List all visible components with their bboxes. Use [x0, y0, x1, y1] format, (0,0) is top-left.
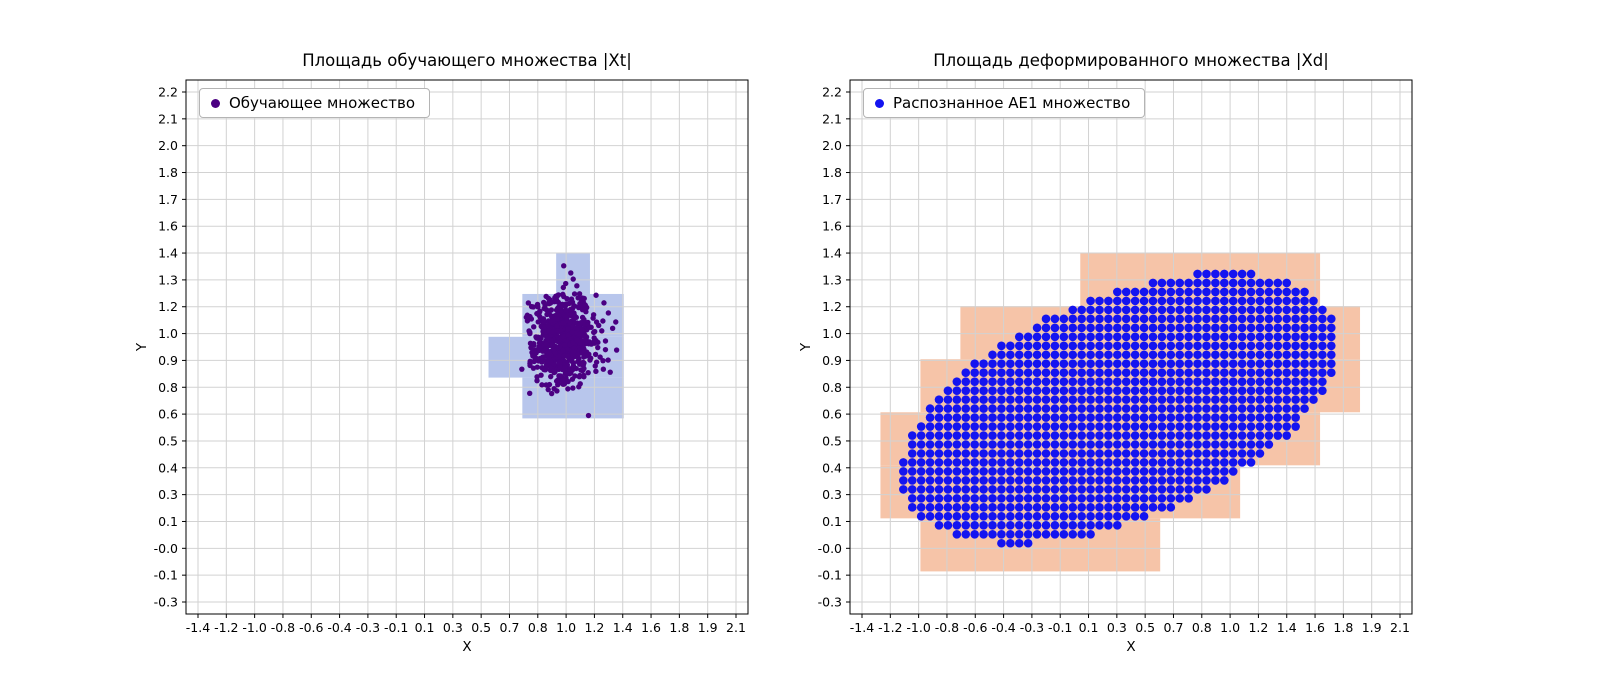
left-plot-legend: Обучающее множество [199, 88, 431, 118]
svg-text:0.5: 0.5 [471, 620, 491, 635]
left-y-axis-label: Y [134, 342, 150, 352]
svg-text:2.2: 2.2 [158, 85, 178, 100]
svg-text:0.7: 0.7 [500, 620, 520, 635]
svg-text:-1.2: -1.2 [214, 620, 238, 635]
svg-text:2.1: 2.1 [1390, 620, 1410, 635]
legend-marker-icon [875, 98, 884, 108]
svg-text:0.1: 0.1 [158, 514, 178, 529]
right-plot-title: Площадь деформированного множества |Xd| [933, 51, 1329, 70]
svg-text:0.3: 0.3 [443, 620, 463, 635]
svg-text:-1.4: -1.4 [186, 620, 210, 635]
svg-text:-0.0: -0.0 [154, 541, 178, 556]
svg-text:1.2: 1.2 [822, 299, 842, 314]
svg-text:1.0: 1.0 [556, 620, 576, 635]
svg-text:1.9: 1.9 [698, 620, 718, 635]
svg-text:0.9: 0.9 [822, 353, 842, 368]
svg-text:0.3: 0.3 [158, 487, 178, 502]
left-plot-title: Площадь обучающего множества |Xt| [302, 51, 632, 70]
svg-text:0.7: 0.7 [1164, 620, 1184, 635]
svg-text:-0.3: -0.3 [356, 620, 380, 635]
svg-text:0.8: 0.8 [158, 380, 178, 395]
svg-text:-0.3: -0.3 [154, 595, 178, 610]
svg-text:-0.3: -0.3 [818, 595, 842, 610]
svg-text:0.4: 0.4 [822, 460, 842, 475]
svg-text:1.4: 1.4 [613, 620, 633, 635]
svg-text:1.8: 1.8 [822, 165, 842, 180]
svg-text:1.8: 1.8 [1333, 620, 1353, 635]
svg-text:-1.0: -1.0 [242, 620, 266, 635]
svg-text:0.6: 0.6 [158, 407, 178, 422]
legend-marker-icon [211, 98, 220, 108]
svg-text:2.0: 2.0 [822, 138, 842, 153]
svg-text:1.6: 1.6 [641, 620, 661, 635]
svg-text:1.4: 1.4 [1277, 620, 1297, 635]
svg-text:-1.0: -1.0 [906, 620, 930, 635]
svg-text:1.7: 1.7 [158, 192, 178, 207]
svg-text:2.1: 2.1 [158, 111, 178, 126]
svg-text:1.4: 1.4 [822, 246, 842, 261]
svg-text:1.9: 1.9 [1362, 620, 1382, 635]
svg-text:0.5: 0.5 [822, 433, 842, 448]
svg-text:-0.8: -0.8 [935, 620, 959, 635]
svg-text:1.0: 1.0 [1220, 620, 1240, 635]
svg-text:0.1: 0.1 [822, 514, 842, 529]
svg-text:2.1: 2.1 [822, 111, 842, 126]
svg-text:-0.4: -0.4 [991, 620, 1015, 635]
left-x-axis-label: X [462, 639, 472, 655]
svg-text:0.1: 0.1 [415, 620, 435, 635]
svg-text:-0.8: -0.8 [271, 620, 295, 635]
svg-text:2.0: 2.0 [158, 138, 178, 153]
right-y-axis-label: Y [798, 342, 814, 352]
svg-text:-0.1: -0.1 [384, 620, 408, 635]
svg-text:1.2: 1.2 [158, 299, 178, 314]
right-plot-legend: Распознанное AE1 множество [863, 88, 1146, 118]
svg-text:0.1: 0.1 [1079, 620, 1099, 635]
svg-text:1.8: 1.8 [669, 620, 689, 635]
legend-label: Распознанное AE1 множество [893, 94, 1131, 112]
svg-text:-0.1: -0.1 [1048, 620, 1072, 635]
svg-text:0.3: 0.3 [1107, 620, 1127, 635]
svg-text:1.0: 1.0 [822, 326, 842, 341]
svg-text:1.4: 1.4 [158, 246, 178, 261]
svg-text:-0.6: -0.6 [963, 620, 987, 635]
svg-text:1.2: 1.2 [584, 620, 604, 635]
svg-text:0.4: 0.4 [158, 460, 178, 475]
svg-text:0.9: 0.9 [158, 353, 178, 368]
svg-text:2.1: 2.1 [726, 620, 746, 635]
svg-text:1.3: 1.3 [158, 272, 178, 287]
svg-text:1.6: 1.6 [1305, 620, 1325, 635]
svg-text:1.6: 1.6 [158, 219, 178, 234]
svg-text:-0.4: -0.4 [327, 620, 351, 635]
right-x-axis-label: X [1126, 639, 1136, 655]
svg-text:2.2: 2.2 [822, 85, 842, 100]
svg-text:0.3: 0.3 [822, 487, 842, 502]
svg-text:0.8: 0.8 [822, 380, 842, 395]
svg-text:-0.0: -0.0 [818, 541, 842, 556]
svg-text:1.3: 1.3 [822, 272, 842, 287]
svg-text:0.6: 0.6 [822, 407, 842, 422]
svg-text:-0.3: -0.3 [1020, 620, 1044, 635]
legend-label: Обучающее множество [229, 94, 416, 112]
svg-text:-1.2: -1.2 [878, 620, 902, 635]
svg-text:-0.1: -0.1 [818, 568, 842, 583]
svg-text:-1.4: -1.4 [850, 620, 874, 635]
svg-text:1.6: 1.6 [822, 219, 842, 234]
svg-text:1.8: 1.8 [158, 165, 178, 180]
svg-text:0.5: 0.5 [1135, 620, 1155, 635]
svg-text:0.5: 0.5 [158, 433, 178, 448]
svg-text:0.8: 0.8 [528, 620, 548, 635]
svg-text:-0.6: -0.6 [299, 620, 323, 635]
svg-text:1.7: 1.7 [822, 192, 842, 207]
svg-text:0.8: 0.8 [1192, 620, 1212, 635]
svg-text:-0.1: -0.1 [154, 568, 178, 583]
svg-text:1.0: 1.0 [158, 326, 178, 341]
svg-text:1.2: 1.2 [1248, 620, 1268, 635]
